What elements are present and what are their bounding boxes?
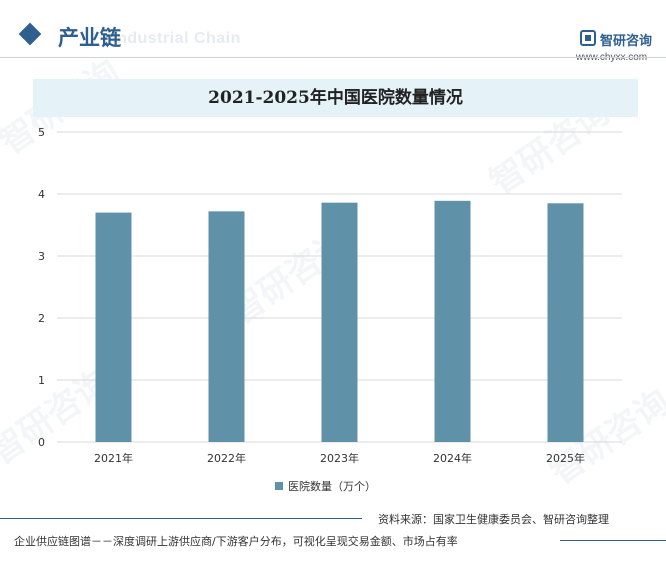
footer-description: 企业供应链图谱－－深度调研上游供应商/下游客户分布，可视化呈现交易金额、市场占有… xyxy=(14,535,458,548)
x-tick-label: 2023年 xyxy=(320,451,359,465)
x-axis-ticks: 2021年 2022年 2023年 2024年 2025年 xyxy=(94,451,585,465)
bar xyxy=(547,203,584,442)
chart-title-band xyxy=(33,79,638,117)
y-axis-ticks: 0 1 2 3 4 5 xyxy=(38,126,45,449)
y-tick-label: 2 xyxy=(38,312,45,325)
header-divider xyxy=(0,57,666,58)
footer-divider xyxy=(0,518,362,519)
footer-divider-short xyxy=(560,540,666,541)
y-tick-label: 1 xyxy=(38,374,45,387)
source-note: 资料来源：国家卫生健康委员会、智研咨询整理 xyxy=(378,513,609,526)
legend-label: 医院数量（万个） xyxy=(288,479,376,493)
bar xyxy=(321,202,358,442)
chart-title: 2021-2025年中国医院数量情况 xyxy=(208,88,463,108)
y-tick-label: 5 xyxy=(38,126,45,139)
x-tick-label: 2025年 xyxy=(546,451,585,465)
legend-swatch xyxy=(275,482,283,490)
x-tick-label: 2022年 xyxy=(207,451,246,465)
x-tick-label: 2024年 xyxy=(433,451,472,465)
section-title-english: Industrial Chain xyxy=(112,30,241,47)
y-tick-label: 3 xyxy=(38,250,45,263)
bar xyxy=(208,211,245,442)
y-tick-label: 0 xyxy=(38,436,45,449)
bar xyxy=(95,212,132,442)
bars xyxy=(95,200,584,442)
section-title: 产业链 xyxy=(58,26,121,50)
y-tick-label: 4 xyxy=(38,188,45,201)
x-tick-label: 2021年 xyxy=(94,451,133,465)
legend: 医院数量（万个） xyxy=(275,479,376,493)
header: Industrial Chain 产业链 智研咨询 www.chyxx.com xyxy=(0,0,666,63)
brand-name: 智研咨询 xyxy=(600,34,653,49)
bar xyxy=(434,200,471,442)
brand-logo-icon xyxy=(580,30,596,46)
